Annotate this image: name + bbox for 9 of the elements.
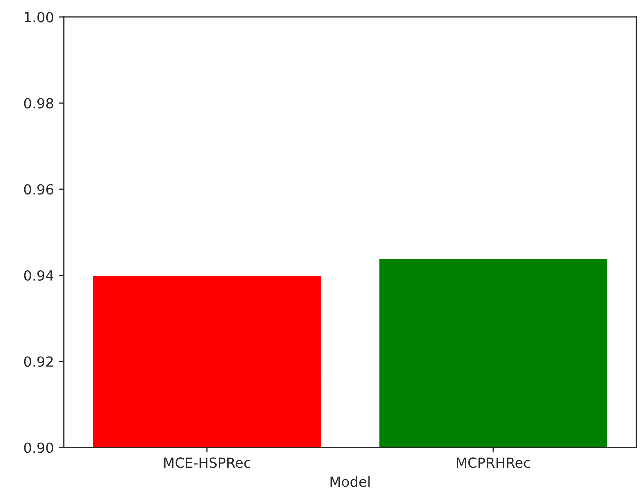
y-tick-label: 0.90 bbox=[24, 442, 54, 454]
y-tick-label: 0.94 bbox=[24, 270, 54, 281]
y-tick-label: 1.00 bbox=[24, 12, 54, 23]
y-tick-label: 0.98 bbox=[24, 98, 54, 109]
y-tick-label: 0.92 bbox=[24, 356, 53, 368]
x-axis-title: Model bbox=[330, 476, 370, 488]
x-tick-label: MCPRHRec bbox=[457, 458, 530, 468]
y-tick-label: 0.96 bbox=[24, 184, 54, 195]
x-tick-label: MCE-HSPRec bbox=[164, 458, 250, 468]
